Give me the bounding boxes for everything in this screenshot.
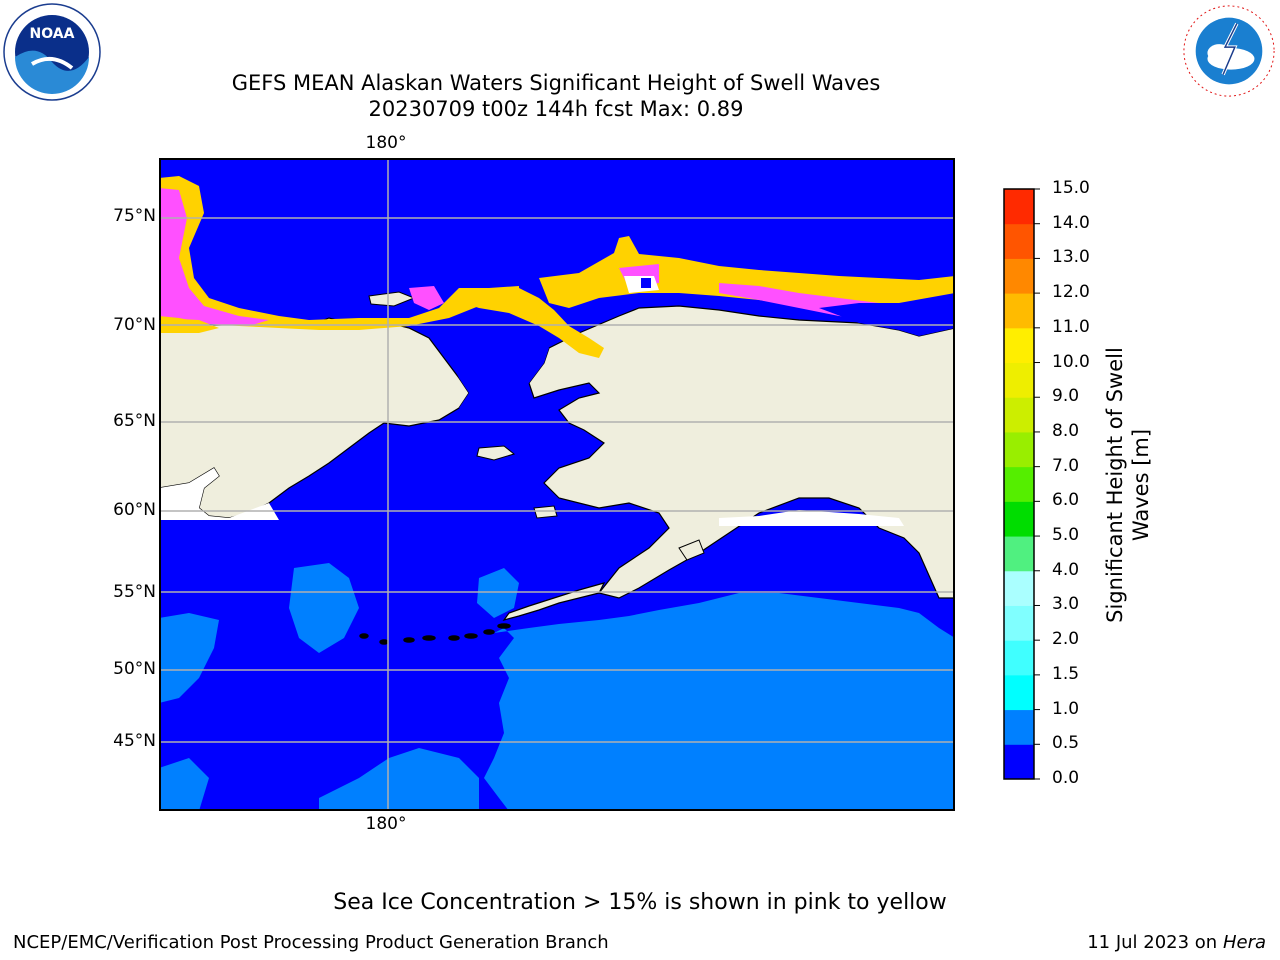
colorbar-segment	[1004, 570, 1034, 606]
nodata-alaska-south	[719, 510, 904, 526]
colorbar-segment	[1004, 327, 1034, 364]
colorbar-tick-label: 13.0	[1052, 247, 1090, 268]
colorbar-tick-label: 6.0	[1052, 490, 1080, 511]
swell-map	[159, 158, 955, 811]
colorbar-tick-label: 0.5	[1052, 733, 1080, 754]
colorbar-segment	[1004, 362, 1034, 398]
colorbar-segment	[1004, 293, 1034, 329]
land-nunivak-island	[533, 505, 558, 519]
colorbar-tick-label: 7.0	[1052, 455, 1080, 476]
colorbar-tick-label: 8.0	[1052, 420, 1080, 441]
colorbar	[1003, 188, 1040, 780]
land-kodiak-island	[678, 539, 705, 561]
lat-label-75: 75°N	[113, 206, 156, 226]
colorbar-tick-label: 10.0	[1052, 351, 1090, 372]
ice-free-cell	[641, 278, 651, 288]
nodata-band	[159, 468, 279, 520]
lat-label-50: 50°N	[113, 659, 156, 679]
sea-ice-note: Sea Ice Concentration > 15% is shown in …	[333, 890, 947, 915]
lat-label-60: 60°N	[113, 500, 156, 520]
sea-ice-pink-west	[159, 188, 269, 326]
footer-machine: Hera	[1222, 932, 1266, 953]
colorbar-tick-label: 3.0	[1052, 594, 1080, 615]
colorbar-tick-label: 12.0	[1052, 282, 1090, 303]
noaa-logo-text: NOAA	[30, 26, 75, 42]
colorbar-tick-label: 1.0	[1052, 698, 1080, 719]
land-alaska	[528, 305, 955, 599]
chukchi-open-water	[449, 318, 549, 413]
noaa-logo: NOAA	[3, 3, 101, 101]
map-frame	[159, 158, 955, 811]
colorbar-segment	[1004, 189, 1034, 225]
lon-label-bottom: 180°	[365, 814, 407, 834]
colorbar-segment	[1004, 536, 1034, 572]
lat-label-55: 55°N	[113, 582, 156, 602]
ocean-light-patch-sw	[319, 748, 479, 811]
footer-date: 11 Jul 2023 on Hera	[1087, 932, 1266, 953]
colorbar-segment	[1004, 640, 1034, 676]
map-subtitle: 20230709 t00z 144h fcst Max: 0.89	[368, 97, 744, 121]
colorbar-segment	[1004, 431, 1034, 468]
sea-ice-yellow-chukchi	[449, 288, 604, 358]
colorbar-segment	[1004, 709, 1034, 745]
colorbar-tick-label: 9.0	[1052, 386, 1080, 407]
lon-label-top: 180°	[365, 133, 407, 153]
colorbar-tick-label: 0.0	[1052, 768, 1080, 788]
colorbar-segment	[1004, 605, 1034, 641]
colorbar-segment	[1004, 674, 1034, 711]
land-wrangel-island	[368, 291, 416, 307]
colorbar-segment	[1004, 744, 1034, 780]
colorbar-tick-label: 14.0	[1052, 212, 1090, 233]
colorbar-tick-label: 15.0	[1052, 178, 1090, 198]
footer-date-text: 11 Jul 2023 on	[1087, 932, 1223, 953]
ocean-light-patch-center	[289, 563, 359, 653]
lat-label-70: 70°N	[113, 315, 156, 335]
colorbar-segment	[1004, 466, 1034, 502]
ocean-light-patch-west	[159, 613, 219, 703]
colorbar-tick-label: 1.5	[1052, 663, 1080, 684]
colorbar-frame	[1003, 188, 1035, 780]
nws-logo	[1181, 3, 1277, 99]
colorbar-title-line1: Significant Height of Swell	[1103, 347, 1127, 623]
lat-label-45: 45°N	[113, 731, 156, 751]
footer-branch: NCEP/EMC/Verification Post Processing Pr…	[13, 932, 609, 953]
lat-label-65: 65°N	[113, 411, 156, 431]
ocean-light-patch-south	[159, 758, 209, 811]
colorbar-tick-label: 11.0	[1052, 316, 1090, 337]
colorbar-segment	[1004, 258, 1034, 294]
colorbar-title: Significant Height of Swell Waves [m]	[1102, 325, 1154, 645]
ocean-light-region	[484, 593, 955, 811]
colorbar-segment	[1004, 501, 1034, 537]
land-st-lawrence-island	[476, 445, 516, 461]
sea-ice-pink-chukchi	[409, 286, 444, 310]
colorbar-segment	[1004, 223, 1034, 259]
colorbar-tick-label: 4.0	[1052, 559, 1080, 580]
map-title: GEFS MEAN Alaskan Waters Significant Hei…	[231, 71, 881, 95]
aleutian-islands	[359, 623, 511, 645]
map-gridlines	[159, 158, 955, 811]
ocean-light-patch-bristol	[477, 568, 519, 618]
colorbar-title-line2: Waves [m]	[1129, 428, 1153, 542]
colorbar-tick-label: 5.0	[1052, 525, 1080, 546]
colorbar-tick-label: 2.0	[1052, 629, 1080, 650]
colorbar-segment	[1004, 397, 1034, 433]
